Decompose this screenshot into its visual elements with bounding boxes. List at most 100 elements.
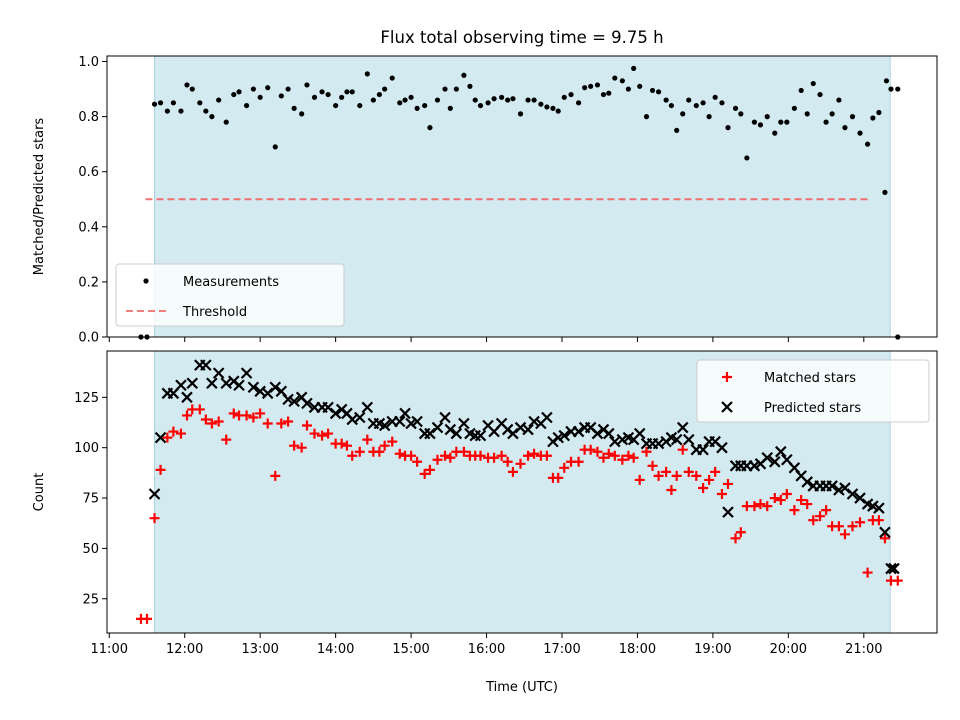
data-point [394,448,405,459]
data-point [203,108,209,114]
y-axis-label: Matched/Predicted stars [32,118,47,276]
data-point [181,391,193,404]
data-point [248,412,259,423]
y-tick-label: 100 [74,441,99,456]
data-point [802,499,813,510]
legend-label: Threshold [182,305,247,320]
data-point [304,82,310,88]
data-point [475,450,486,461]
y-tick-label: 125 [74,391,99,406]
data-point [376,91,382,98]
data-point [445,452,456,463]
data-point [778,119,784,125]
data-point [189,86,195,92]
data-point [823,119,829,125]
data-point [716,441,728,454]
data-point [588,83,594,89]
data-point [175,428,186,439]
data-point [609,450,620,461]
data-point [155,464,166,475]
data-point [233,379,245,392]
y-axis-label: Count [32,473,47,512]
data-point [791,105,797,111]
data-point [732,105,739,111]
data-point [686,97,692,103]
data-point [164,108,170,114]
data-point [631,65,637,71]
data-point [879,526,891,539]
data-point [864,141,871,147]
data-point [833,521,844,532]
data-point [757,122,764,128]
data-point [485,100,491,106]
data-point [339,94,345,100]
data-point [336,438,347,449]
data-point [477,102,484,109]
legend-box [115,263,345,327]
y-tick-label: 1.0 [78,55,99,70]
x-tick-label: 21:00 [845,642,882,657]
data-point [212,367,225,379]
data-point [683,466,694,477]
data-point [671,470,682,481]
data-point [775,495,786,506]
data-point [751,119,758,125]
legend-marker [722,372,732,382]
data-point [278,93,284,99]
data-point [289,440,300,451]
data-point [661,466,672,477]
data-point [283,416,294,427]
data-point [602,427,615,440]
data-point [847,521,858,532]
data-point [317,430,328,441]
data-point [370,97,376,103]
data-point [541,450,552,461]
data-point [555,108,561,114]
data-point [505,97,511,103]
data-point [402,97,408,103]
data-point [885,562,897,575]
data-point [344,89,350,95]
data-point [206,418,217,429]
data-point [668,102,675,109]
data-point [738,111,744,117]
data-point [216,97,222,103]
data-point [594,82,601,88]
data-point [528,415,540,428]
data-point [361,401,374,414]
data-point [647,460,658,471]
data-point [892,575,903,586]
data-point [447,105,453,111]
data-point [612,75,618,81]
data-point [722,506,734,518]
data-point [408,94,414,100]
data-point [653,470,664,481]
data-point [768,456,781,468]
data-point [772,130,778,136]
data-point [855,517,866,528]
data-point [296,442,307,453]
data-point [353,411,366,424]
x-tick-label: 12:00 [166,642,203,657]
data-point [706,114,712,120]
series-predicted-stars [148,359,900,575]
data-point [399,407,411,420]
data-point [162,432,173,443]
data-point [442,86,448,92]
data-point [323,428,334,439]
x-tick-label: 14:00 [317,642,354,657]
data-point [735,527,746,538]
data-point [798,87,804,94]
data-point [842,125,848,131]
data-point [801,476,813,488]
y-tick-label: 75 [82,492,99,507]
data-point [670,433,683,446]
data-point [784,119,790,125]
data-point [883,78,890,84]
data-point [873,515,884,526]
data-point [744,155,750,161]
data-point [815,511,826,522]
data-point [525,97,531,103]
data-point [761,451,774,464]
data-point [619,78,625,84]
